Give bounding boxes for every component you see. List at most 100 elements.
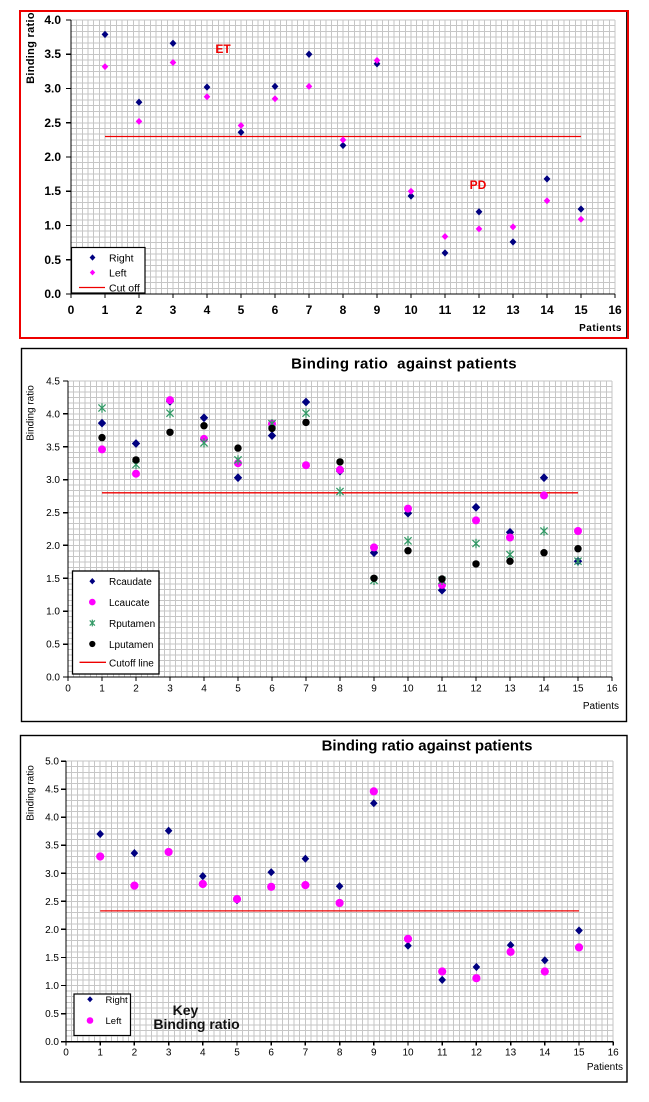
svg-text:Rcaudate: Rcaudate	[109, 577, 152, 588]
svg-text:Binding ratio against patient: Binding ratio against patients	[291, 356, 517, 373]
svg-text:1.0: 1.0	[44, 219, 61, 233]
svg-text:Patients: Patients	[583, 701, 619, 712]
svg-text:15: 15	[573, 1048, 585, 1059]
svg-text:4.0: 4.0	[45, 813, 59, 824]
svg-text:3.0: 3.0	[45, 869, 59, 880]
svg-text:13: 13	[505, 1048, 517, 1059]
svg-text:Lputamen: Lputamen	[109, 640, 153, 651]
svg-text:16: 16	[606, 684, 618, 695]
svg-text:3: 3	[167, 684, 173, 695]
svg-text:4.0: 4.0	[46, 409, 60, 420]
svg-text:6: 6	[269, 684, 275, 695]
svg-text:16: 16	[608, 303, 622, 317]
svg-text:3.0: 3.0	[44, 82, 61, 96]
svg-text:16: 16	[608, 1048, 620, 1059]
svg-text:4: 4	[200, 1048, 206, 1059]
svg-text:0.5: 0.5	[46, 640, 60, 651]
svg-text:12: 12	[471, 1048, 483, 1059]
svg-text:12: 12	[472, 303, 486, 317]
svg-text:Right: Right	[106, 995, 129, 1006]
svg-text:13: 13	[504, 684, 516, 695]
svg-text:3: 3	[170, 303, 177, 317]
svg-text:15: 15	[574, 303, 588, 317]
svg-text:4.5: 4.5	[45, 785, 59, 796]
svg-text:PD: PD	[470, 178, 487, 192]
svg-text:Key: Key	[173, 1002, 199, 1018]
svg-text:13: 13	[506, 303, 520, 317]
svg-text:1: 1	[99, 684, 105, 695]
svg-text:15: 15	[572, 684, 584, 695]
svg-text:Binding ratio: Binding ratio	[25, 12, 37, 84]
svg-text:Right: Right	[109, 253, 134, 265]
svg-text:7: 7	[303, 684, 309, 695]
svg-text:12: 12	[470, 684, 482, 695]
svg-text:3.0: 3.0	[46, 475, 60, 486]
svg-text:Binding ratio: Binding ratio	[26, 385, 37, 441]
svg-text:11: 11	[439, 303, 452, 317]
svg-text:Patients: Patients	[587, 1062, 623, 1073]
svg-text:9: 9	[371, 1048, 377, 1059]
svg-text:1.5: 1.5	[44, 184, 61, 198]
svg-text:0.0: 0.0	[45, 1037, 59, 1048]
svg-text:7: 7	[306, 303, 313, 317]
svg-text:5: 5	[235, 684, 241, 695]
svg-text:Lcaucate: Lcaucate	[109, 598, 150, 609]
svg-text:Cutoff line: Cutoff line	[109, 658, 154, 669]
svg-text:2.0: 2.0	[46, 541, 60, 552]
svg-text:1.0: 1.0	[45, 981, 59, 992]
svg-text:2: 2	[136, 303, 143, 317]
svg-text:11: 11	[437, 684, 448, 695]
svg-text:1.5: 1.5	[46, 574, 60, 585]
svg-text:14: 14	[538, 684, 550, 695]
svg-text:2.5: 2.5	[46, 508, 60, 519]
svg-text:10: 10	[402, 1048, 414, 1059]
svg-text:3: 3	[166, 1048, 172, 1059]
svg-text:5: 5	[238, 303, 245, 317]
svg-text:Binding ratio: Binding ratio	[26, 765, 37, 821]
svg-text:Binding ratio: Binding ratio	[153, 1016, 239, 1032]
svg-text:14: 14	[539, 1048, 551, 1059]
svg-text:ET: ET	[215, 42, 231, 56]
svg-text:2: 2	[132, 1048, 138, 1059]
svg-text:10: 10	[402, 684, 414, 695]
svg-text:6: 6	[272, 303, 279, 317]
svg-text:8: 8	[340, 303, 347, 317]
svg-text:1: 1	[102, 303, 109, 317]
svg-text:0.5: 0.5	[44, 253, 61, 267]
svg-text:5: 5	[234, 1048, 240, 1059]
svg-text:4.5: 4.5	[46, 377, 60, 388]
svg-text:2.0: 2.0	[44, 150, 61, 164]
svg-text:14: 14	[540, 303, 554, 317]
svg-text:2.5: 2.5	[45, 897, 59, 908]
svg-text:3.5: 3.5	[44, 47, 61, 61]
svg-text:1.5: 1.5	[45, 953, 59, 964]
svg-text:8: 8	[337, 684, 343, 695]
svg-text:2: 2	[133, 684, 139, 695]
svg-text:0: 0	[68, 303, 75, 317]
svg-text:Left: Left	[109, 268, 127, 280]
svg-text:6: 6	[268, 1048, 274, 1059]
svg-text:7: 7	[303, 1048, 309, 1059]
svg-text:0.0: 0.0	[44, 287, 61, 301]
svg-text:0.5: 0.5	[45, 1009, 59, 1020]
svg-text:4: 4	[201, 684, 207, 695]
svg-text:2.5: 2.5	[44, 116, 61, 130]
svg-text:2.0: 2.0	[45, 925, 59, 936]
svg-text:Binding ratio against patients: Binding ratio against patients	[322, 738, 533, 755]
svg-text:8: 8	[337, 1048, 343, 1059]
svg-text:1.0: 1.0	[46, 607, 60, 618]
svg-text:4.0: 4.0	[44, 13, 61, 27]
svg-text:4: 4	[204, 303, 211, 317]
svg-text:0: 0	[65, 684, 71, 695]
svg-text:3.5: 3.5	[45, 841, 59, 852]
svg-text:0.0: 0.0	[46, 673, 60, 684]
svg-text:0: 0	[63, 1048, 69, 1059]
svg-text:11: 11	[437, 1048, 448, 1059]
svg-text:Left: Left	[106, 1016, 122, 1027]
svg-text:1: 1	[97, 1048, 103, 1059]
svg-text:Patients: Patients	[579, 323, 622, 334]
svg-text:9: 9	[371, 684, 377, 695]
svg-text:Rputamen: Rputamen	[109, 619, 155, 630]
svg-text:5.0: 5.0	[45, 757, 59, 768]
svg-text:9: 9	[374, 303, 381, 317]
